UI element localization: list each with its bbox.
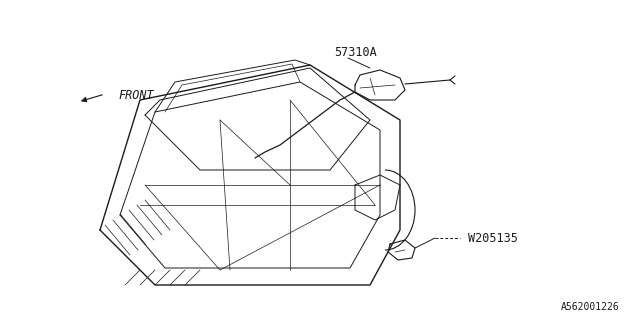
Text: FRONT: FRONT	[118, 89, 154, 101]
Text: 57310A: 57310A	[333, 45, 376, 59]
Text: W205135: W205135	[468, 231, 518, 244]
Text: A562001226: A562001226	[561, 302, 620, 312]
